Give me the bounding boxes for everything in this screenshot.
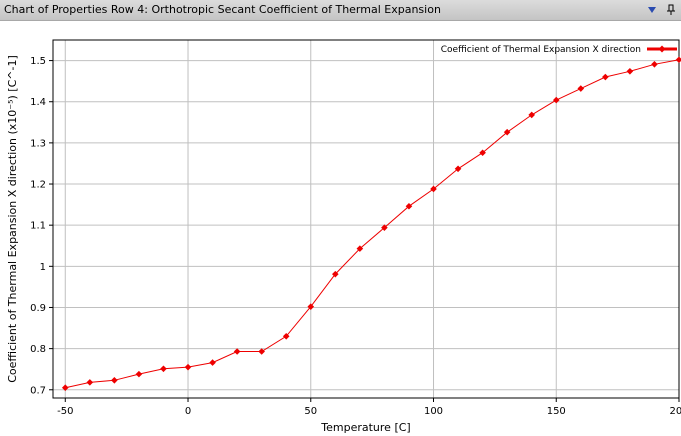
data-point bbox=[675, 56, 681, 64]
data-point bbox=[602, 73, 609, 81]
y-tick-label: 0.8 bbox=[30, 344, 46, 355]
legend-label: Coefficient of Thermal Expansion X direc… bbox=[441, 45, 641, 55]
y-tick-label: 1.3 bbox=[30, 138, 46, 149]
y-tick-label: 1.2 bbox=[30, 180, 46, 191]
data-point bbox=[135, 370, 143, 378]
axis-ticks: -50 0 50 100 150 200 0.7 0.8 0.9 1 1.1 1.2 1.3 1.4 1.5 bbox=[30, 56, 681, 417]
data-point bbox=[381, 224, 388, 231]
x-axis-label: Temperature [C] bbox=[320, 421, 410, 434]
data-point bbox=[282, 332, 290, 340]
y-tick-label: 1.4 bbox=[30, 97, 46, 108]
data-point bbox=[233, 348, 241, 355]
legend: Coefficient of Thermal Expansion X direc… bbox=[441, 45, 677, 55]
data-point bbox=[307, 303, 315, 310]
pin-icon[interactable] bbox=[664, 3, 678, 17]
plot-frame bbox=[52, 39, 680, 399]
data-point bbox=[184, 363, 192, 371]
data-point bbox=[454, 165, 462, 173]
x-tick-label: -50 bbox=[57, 406, 73, 417]
data-point bbox=[577, 85, 585, 92]
x-tick-label: 0 bbox=[185, 406, 191, 417]
data-point bbox=[209, 359, 216, 366]
legend-swatch-marker bbox=[658, 45, 666, 53]
data-point bbox=[86, 379, 94, 386]
data-point bbox=[528, 111, 536, 119]
data-point bbox=[160, 365, 167, 373]
y-tick-label: 1.1 bbox=[30, 221, 46, 232]
data-point bbox=[430, 185, 437, 193]
x-tick-label: 150 bbox=[547, 406, 566, 417]
data-point bbox=[111, 377, 118, 384]
y-axis-label: Coefficient of Thermal Expansion X direc… bbox=[6, 55, 19, 383]
series-group bbox=[61, 56, 681, 392]
y-tick-label: 1.5 bbox=[30, 56, 46, 67]
x-tick-label: 200 bbox=[669, 406, 681, 417]
data-point bbox=[356, 245, 364, 252]
dropdown-arrow-icon[interactable] bbox=[645, 3, 659, 17]
window-title: Chart of Properties Row 4: Orthotropic S… bbox=[4, 3, 441, 16]
data-point bbox=[626, 67, 634, 75]
series-line bbox=[65, 59, 680, 389]
data-point bbox=[332, 270, 339, 278]
y-tick-label: 0.7 bbox=[30, 385, 46, 396]
x-tick-label: 50 bbox=[304, 406, 317, 417]
chart-area: -50 0 50 100 150 200 0.7 0.8 0.9 1 1.1 1.2 1.3 1.4 1.5… bbox=[6, 39, 681, 434]
y-tick-label: 0.9 bbox=[30, 303, 46, 314]
data-point bbox=[479, 149, 486, 157]
data-point bbox=[651, 60, 658, 68]
window-titlebar: Chart of Properties Row 4: Orthotropic S… bbox=[0, 0, 681, 21]
grid-lines bbox=[53, 40, 680, 398]
data-point bbox=[405, 202, 413, 210]
data-point bbox=[503, 128, 511, 136]
data-point bbox=[552, 96, 560, 104]
y-tick-label: 1 bbox=[40, 262, 46, 273]
x-tick-label: 100 bbox=[424, 406, 443, 417]
data-point bbox=[258, 348, 265, 355]
data-point bbox=[61, 384, 69, 392]
